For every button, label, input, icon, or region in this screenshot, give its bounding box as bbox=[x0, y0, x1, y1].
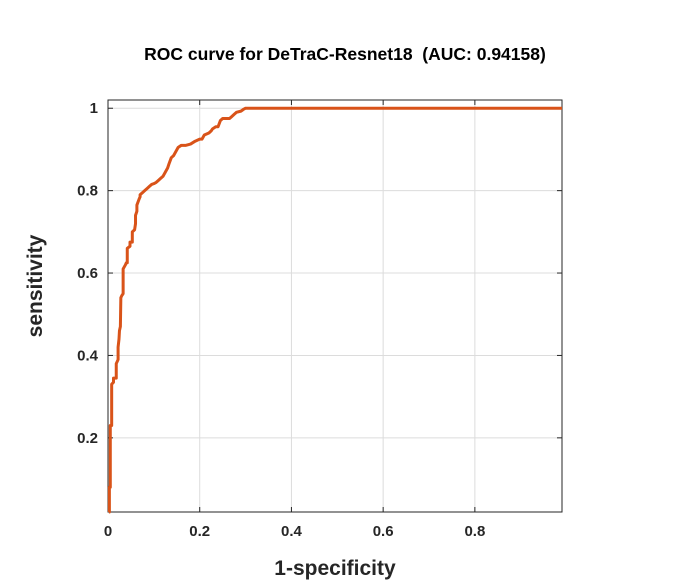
x-tick-label: 0.8 bbox=[464, 523, 485, 540]
y-tick-label: 0.2 bbox=[77, 430, 98, 447]
plot-frame bbox=[107, 99, 563, 513]
series-layer bbox=[107, 106, 562, 514]
x-tick-label: 0.6 bbox=[373, 523, 394, 540]
y-tick-label: 1 bbox=[90, 100, 98, 117]
x-tick-label: 0.2 bbox=[189, 523, 210, 540]
roc-curve-line bbox=[107, 106, 562, 514]
plot-area bbox=[108, 100, 562, 512]
x-axis-label: 1-specificity bbox=[274, 557, 396, 580]
chart-title: ROC curve for DeTraC-Resnet18 (AUC: 0.94… bbox=[144, 44, 546, 64]
axes-layer bbox=[107, 99, 563, 513]
y-tick-label: 0.8 bbox=[77, 183, 98, 200]
tick-layer: 0 0.2 0.4 0.6 0.8 0.2 0.4 0.6 0.8 1 bbox=[77, 100, 562, 540]
x-tick-label: 0 bbox=[104, 523, 112, 540]
x-tick-label: 0.4 bbox=[281, 523, 303, 540]
y-axis-label: sensitivity bbox=[24, 234, 47, 337]
y-tick-label: 0.4 bbox=[77, 347, 99, 364]
y-tick-label: 0.6 bbox=[77, 265, 98, 282]
